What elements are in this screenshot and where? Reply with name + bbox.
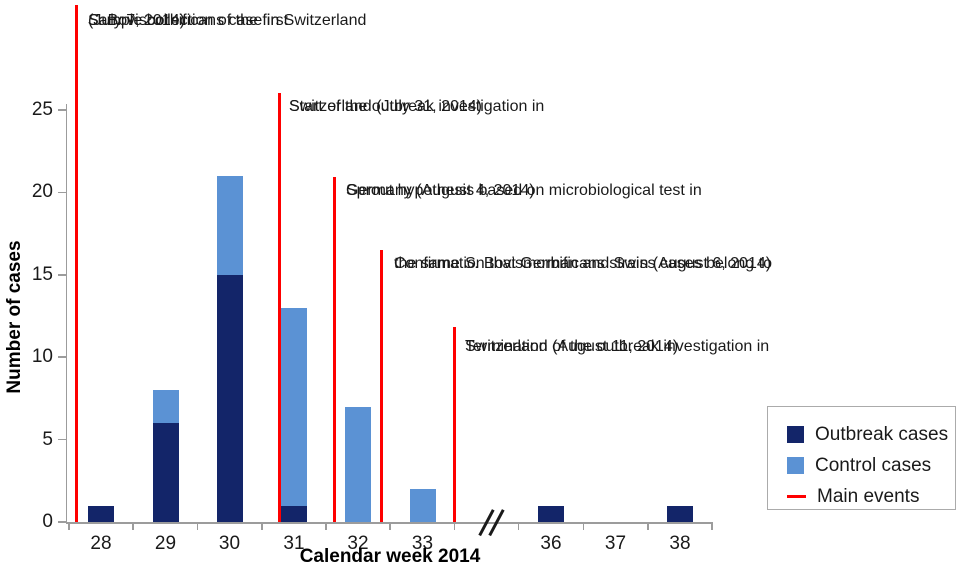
x-axis-tick [711,522,713,530]
x-axis-line [65,522,712,524]
y-tick-label: 15 [31,263,53,285]
event-annotation-line: (July 7, 2014) [88,12,185,29]
x-axis-tick [647,522,649,530]
x-axis-tick [389,522,391,530]
bar-segment-control-cases [345,406,371,522]
legend-item-outbreak-cases: Outbreak cases [787,419,955,450]
event-annotation-line: the same S. Bovismorbificans strain (Aug… [394,255,772,272]
x-axis-tick [68,522,70,530]
control-cases-swatch [787,457,804,474]
event-annotation-line: S. Bovisborbificans case in Switzerland [88,12,367,29]
event-annotation-line: Germany (August 4, 2014) [346,182,535,199]
y-axis-tick [58,274,67,276]
event-annotation-line: Sprout hypothesis based on microbiologic… [346,182,702,199]
event-annotation-line: Switzerland (July 31, 2014) [289,98,482,115]
bar-segment-outbreak-cases [152,423,179,522]
bar-segment-outbreak-cases [538,505,564,522]
event-annotation-line: Switzerland (August 11, 2014) [465,338,679,355]
y-axis-line [65,104,67,524]
y-axis-tick [58,356,67,358]
y-tick-label: 20 [31,181,53,203]
legend-item-control-cases: Control cases [787,450,955,481]
event-annotation-line: Termination of the outbreak investigatio… [465,338,770,355]
main-event-line [75,5,78,522]
y-axis-tick [58,438,67,441]
y-tick-label: 10 [31,346,53,368]
x-axis-tick [261,522,263,530]
event-annotation-line: Confirmation that German and Swiss cases… [394,255,772,272]
x-axis-tick [517,522,520,530]
x-tick-label: 32 [347,533,369,554]
y-axis-tick [58,191,67,194]
y-axis-tick [58,109,67,111]
main-event-line [380,250,383,522]
x-axis-tick [453,522,456,530]
x-tick-label: 31 [283,533,305,554]
x-tick-label: 30 [218,533,241,554]
outbreak-cases-swatch [787,426,804,443]
x-tick-label: 33 [411,533,434,554]
y-tick-label: 5 [42,428,53,450]
bar-segment-outbreak-cases [281,505,307,522]
x-tick-label: 37 [604,533,627,554]
legend-label-control-cases: Control cases [815,454,932,476]
x-axis-title: Calendar week 2014 [299,546,481,567]
x-axis-tick [325,522,327,530]
x-axis-tick [196,522,199,530]
main-event-line [453,327,456,522]
event-annotation-line: Start of the outbreak investigation in [289,98,545,115]
x-tick-label: 38 [669,533,691,554]
bar-segment-outbreak-cases [88,505,114,522]
legend-label-main-events: Main events [817,485,920,507]
x-axis-tick [132,522,134,530]
x-axis-tick [582,522,585,530]
bar-segment-outbreak-cases [216,274,243,522]
x-tick-label: 36 [540,533,562,554]
bar-segment-control-cases [281,307,307,506]
y-axis-title: Number of cases [4,240,25,394]
main-event-line [333,177,336,522]
y-tick-label: 25 [31,99,53,120]
x-tick-label: 28 [90,533,112,554]
bar-segment-outbreak-cases [667,505,693,522]
bar-segment-control-cases [216,175,243,275]
legend-box: Outbreak cases Control cases Main events [767,406,956,510]
legend-label-outbreak-cases: Outbreak cases [815,423,949,445]
bar-segment-control-cases [152,390,179,424]
main-event-line [278,93,281,522]
y-tick-label: 0 [42,511,53,532]
x-tick-label: 29 [154,533,177,554]
main-events-line-swatch [787,495,806,498]
event-annotation-line: Sample collection of the first [88,12,289,29]
y-axis-tick [58,521,67,523]
legend-item-main-events: Main events [787,481,955,512]
bar-segment-control-cases [409,489,436,522]
